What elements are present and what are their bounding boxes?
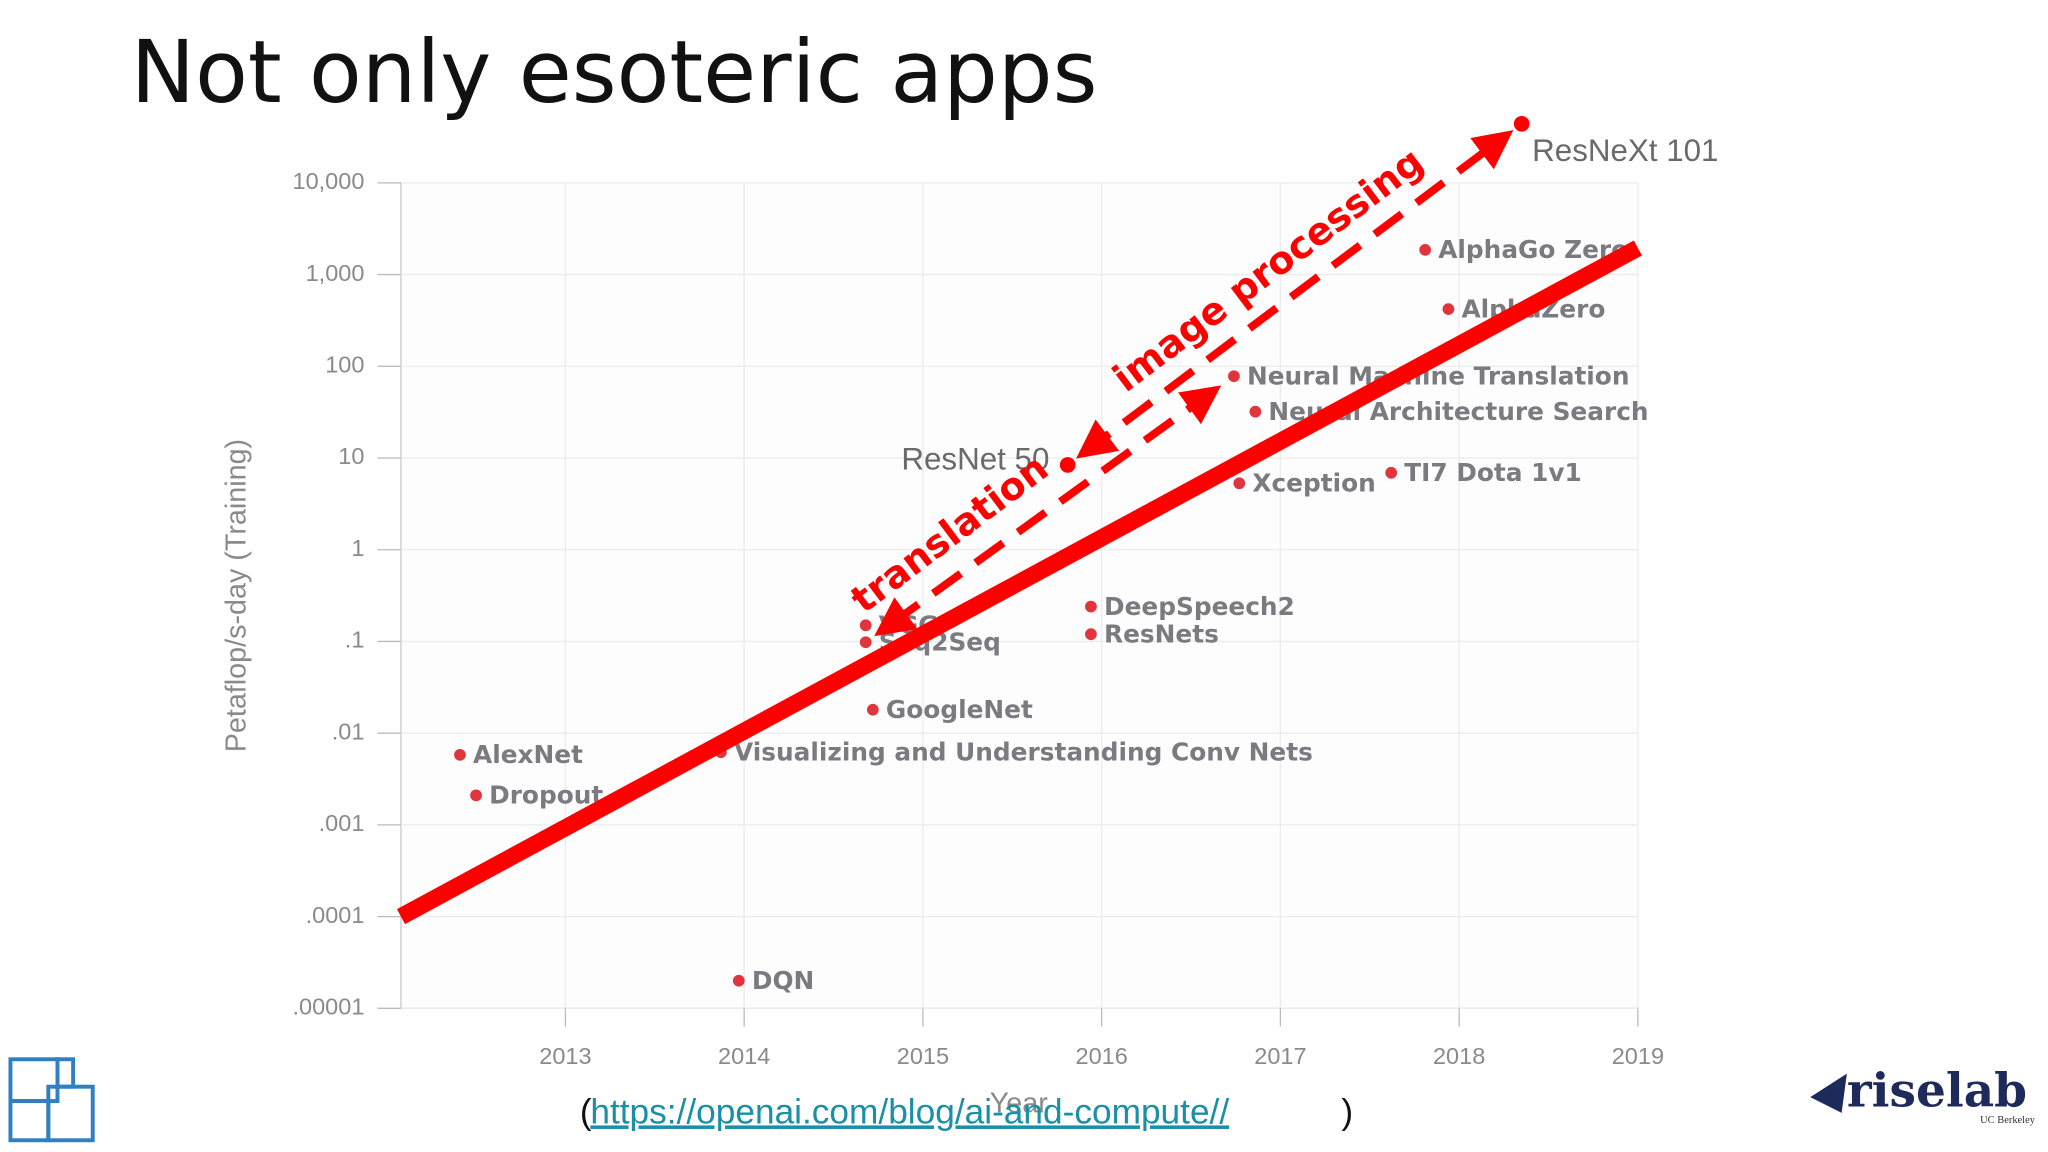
point-label: ResNets (1104, 619, 1219, 648)
riselab-logo: riselab UC Berkeley (1810, 1064, 2036, 1126)
logo-text: riselab (1847, 1064, 2027, 1119)
x-tick-label: 2014 (718, 1043, 770, 1069)
y-tick-label: .01 (332, 718, 365, 744)
data-point (1442, 303, 1455, 316)
point-label: DeepSpeech2 (1104, 592, 1295, 621)
data-point (1249, 405, 1262, 418)
logo-subtext: UC Berkeley (1980, 1115, 2036, 1126)
data-point (859, 636, 872, 649)
point-label: GoogleNet (886, 695, 1033, 724)
x-tick-label: 2017 (1254, 1043, 1306, 1069)
y-tick-label: 10,000 (293, 168, 365, 194)
source-close: ) (1341, 1092, 1353, 1131)
data-point (1228, 370, 1240, 383)
x-tick-label: 2015 (897, 1043, 949, 1069)
dashed-arrow (874, 385, 1222, 637)
data-point (732, 974, 745, 987)
point-label: DQN (752, 966, 814, 995)
x-tick-label: 2013 (539, 1043, 591, 1069)
data-point (1233, 477, 1246, 490)
left-logo (8, 1057, 95, 1143)
data-point (454, 748, 466, 761)
point-label: Neural Machine Translation (1247, 361, 1630, 390)
point-label: Dropout (489, 781, 603, 810)
data-point (859, 619, 872, 632)
dashed-arrow (1076, 130, 1514, 459)
source-open: ( (580, 1092, 592, 1131)
point-label: Visualizing and Understanding Conv Nets (734, 738, 1313, 767)
y-tick-label: 1,000 (306, 260, 365, 286)
y-tick-label: .001 (319, 810, 365, 836)
x-tick-label: 2018 (1433, 1043, 1485, 1069)
highlight-label: ResNeXt 101 (1532, 133, 1718, 168)
source-link[interactable]: https://openai.com/blog/ai-and-compute// (590, 1092, 1229, 1131)
point-label: AlexNet (473, 740, 583, 769)
data-point (470, 789, 482, 802)
y-tick-label: 100 (325, 351, 364, 377)
data-point (1419, 243, 1432, 256)
data-point (866, 703, 879, 716)
y-tick-label: 1 (351, 535, 364, 561)
x-axis-label: Year (990, 1088, 1048, 1120)
y-tick-label: 10 (338, 443, 364, 469)
point-label: Xception (1252, 469, 1375, 498)
highlight-point (1059, 457, 1076, 473)
highlight-point (1513, 116, 1530, 132)
y-tick-label: .1 (345, 627, 365, 653)
point-label: TI7 Dota 1v1 (1404, 458, 1582, 487)
x-tick-label: 2019 (1612, 1043, 1664, 1069)
y-axis-label: Petaflop/s-day (Training) (220, 439, 252, 752)
data-point (1085, 628, 1097, 641)
y-tick-label: .00001 (293, 994, 365, 1020)
x-tick-label: 2016 (1076, 1043, 1128, 1069)
slide-title: Not only esoteric apps (131, 23, 1098, 123)
data-point (1385, 466, 1398, 479)
y-tick-label: .0001 (306, 902, 365, 928)
data-point (1085, 600, 1097, 613)
